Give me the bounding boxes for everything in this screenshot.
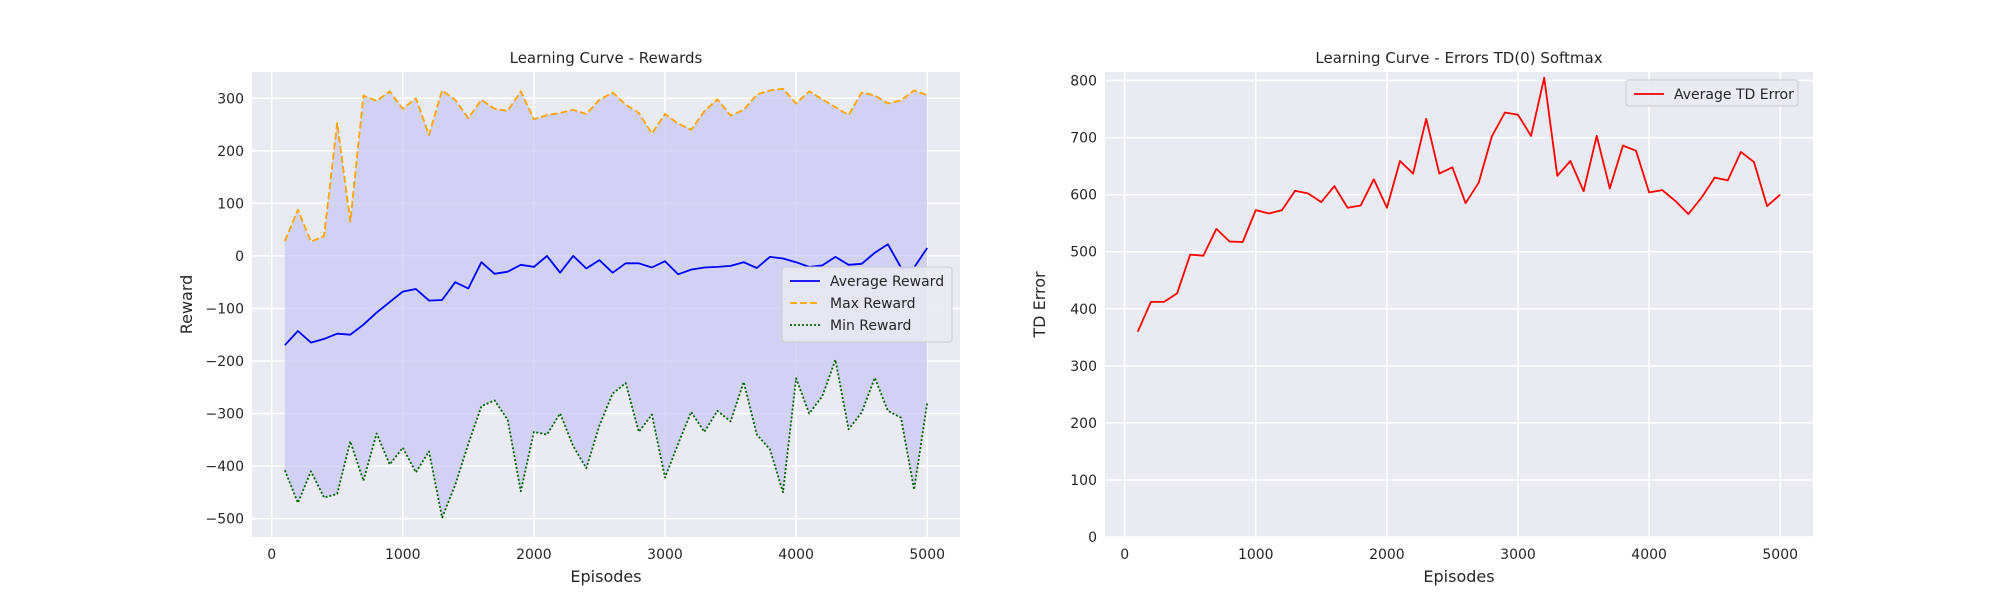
y-tick-label: 300 (1070, 359, 1097, 375)
legend-entry: Min Reward (830, 318, 911, 334)
legend-box (1625, 79, 1799, 107)
x-tick-label: 5000 (909, 547, 945, 563)
x-tick-label: 2000 (516, 547, 552, 563)
x-tick-label: 4000 (778, 547, 814, 563)
x-axis-label: Episodes (570, 567, 641, 586)
y-tick-label: 700 (1070, 131, 1097, 147)
x-tick-label: 0 (267, 547, 276, 563)
legend-entry: Max Reward (830, 296, 916, 312)
y-tick-label: −400 (206, 459, 244, 475)
legend-box (781, 266, 953, 343)
rewards-chart: 0 1000 2000 3000 4000 5000−500−400−300−200−10… (177, 49, 960, 586)
x-tick-label: 3000 (647, 547, 683, 563)
x-tick-label: 0 (1120, 547, 1129, 563)
y-tick-label: −200 (206, 354, 244, 370)
y-axis-label: TD Error (1030, 271, 1049, 339)
x-tick-label: 5000 (1762, 547, 1798, 563)
x-tick-label: 2000 (1369, 547, 1405, 563)
chart-title: Learning Curve - Errors TD(0) Softmax (1315, 49, 1602, 67)
legend-entry: Average TD Error (1674, 87, 1794, 103)
y-tick-label: 300 (217, 91, 244, 107)
series-line-min-reward (283, 358, 929, 519)
y-tick-label: −100 (206, 301, 244, 317)
y-tick-label: 400 (1070, 302, 1097, 318)
y-axis-label: Reward (177, 275, 196, 335)
y-tick-label: −500 (206, 512, 244, 528)
x-tick-label: 3000 (1500, 547, 1536, 563)
fill-between-area (284, 88, 928, 518)
x-tick-label: 1000 (385, 547, 421, 563)
y-tick-label: 500 (1070, 245, 1097, 261)
x-axis-label: Episodes (1423, 567, 1494, 586)
y-tick-label: 200 (1070, 416, 1097, 432)
y-tick-label: 100 (217, 196, 244, 212)
y-tick-label: 600 (1070, 188, 1097, 204)
plot-area (1105, 72, 1813, 537)
y-tick-label: 200 (217, 144, 244, 160)
chart-title: Learning Curve - Rewards (510, 49, 703, 67)
x-tick-label: 4000 (1631, 547, 1667, 563)
x-tick-label: 1000 (1238, 547, 1274, 563)
y-tick-label: 100 (1070, 473, 1097, 489)
legend: Average TD Error (1625, 79, 1799, 107)
series-line-average-td-error (1136, 76, 1781, 332)
y-tick-label: −300 (206, 407, 244, 423)
y-tick-label: 0 (235, 249, 244, 265)
td-error-chart: 0 1000 2000 3000 4000 5000 0 100 200 300 400 500 600… (1030, 49, 1813, 586)
y-tick-label: 0 (1088, 530, 1097, 546)
legend-entry: Average Reward (830, 274, 944, 290)
legend: Average Reward Max Reward Min Reward (781, 266, 953, 343)
series-line-average-reward (284, 243, 928, 346)
series-line-max-reward (283, 87, 928, 243)
y-tick-label: 800 (1070, 74, 1097, 90)
